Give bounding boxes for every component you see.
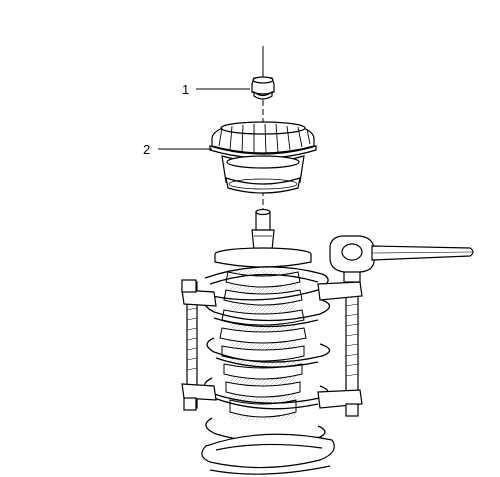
part-2-strut-mount <box>209 121 317 194</box>
callout-2-label: 2 <box>143 142 150 157</box>
upper-spring-seat <box>214 247 312 268</box>
callout-2: 2 <box>143 142 212 157</box>
callout-1: 1 <box>182 82 250 97</box>
dust-boot-bellows <box>219 270 307 420</box>
callout-1-label: 1 <box>182 82 189 97</box>
spring-compressor-tool <box>181 235 474 417</box>
part-1-nut <box>251 76 275 100</box>
piston-rod <box>251 208 275 251</box>
lower-spring-seat <box>201 433 335 475</box>
